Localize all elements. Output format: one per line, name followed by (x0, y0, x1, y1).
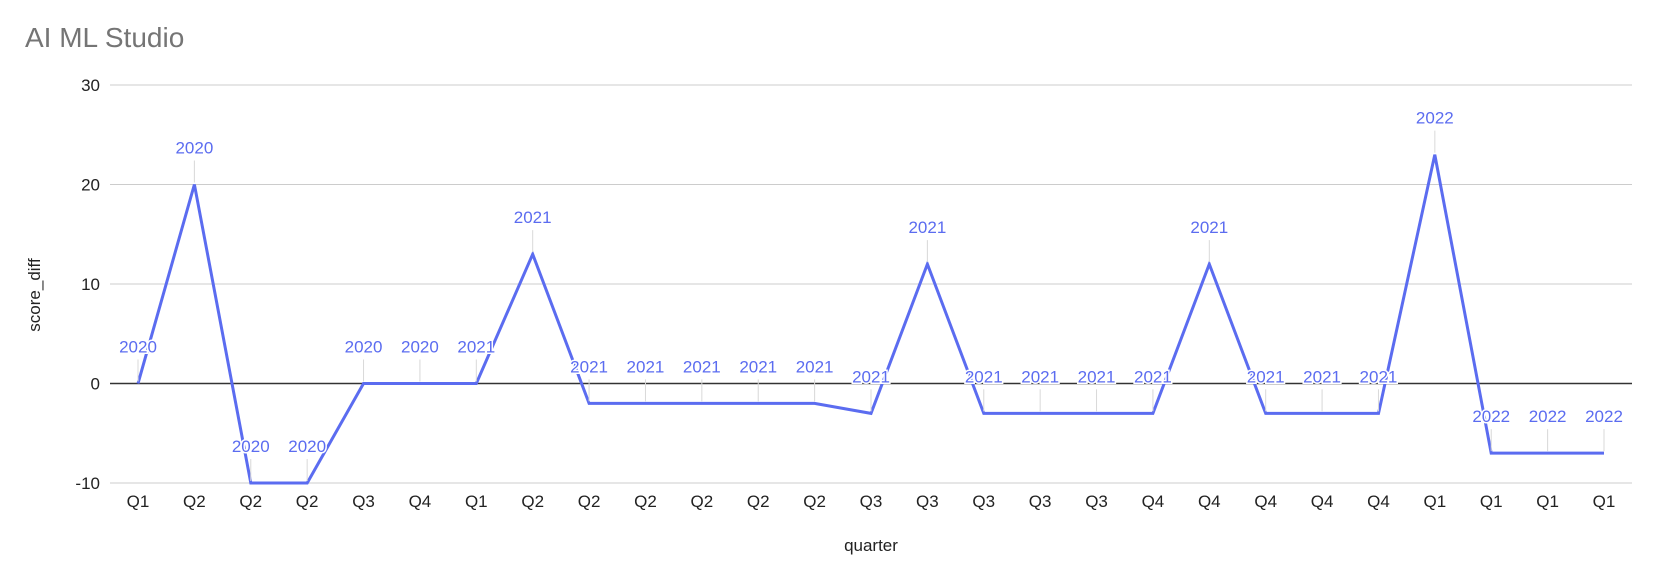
y-tick-label: 30 (81, 76, 100, 95)
x-tick-label: Q2 (239, 492, 262, 511)
data-label: 2020 (175, 139, 213, 158)
x-tick-label: Q1 (1536, 492, 1559, 511)
data-label: 2021 (852, 367, 890, 386)
x-tick-label: Q2 (578, 492, 601, 511)
x-tick-label: Q3 (860, 492, 883, 511)
data-label: 2021 (908, 218, 946, 237)
data-label: 2020 (401, 338, 439, 357)
data-label: 2022 (1585, 407, 1623, 426)
data-label: 2021 (1303, 367, 1341, 386)
chart-title: AI ML Studio (25, 22, 185, 53)
data-label: 2021 (457, 338, 495, 357)
data-label: 2021 (1360, 367, 1398, 386)
x-tick-label: Q2 (747, 492, 770, 511)
x-tick-label: Q3 (352, 492, 375, 511)
x-tick-label: Q1 (1424, 492, 1447, 511)
data-label: 2021 (1078, 367, 1116, 386)
x-tick-label: Q2 (296, 492, 319, 511)
x-tick-label: Q4 (1311, 492, 1334, 511)
x-tick-label: Q2 (634, 492, 657, 511)
data-label: 2020 (345, 338, 383, 357)
x-axis-title: quarter (844, 536, 898, 555)
x-tick-label: Q3 (1085, 492, 1108, 511)
x-tick-label: Q3 (916, 492, 939, 511)
data-label: 2021 (796, 357, 834, 376)
data-label: 2021 (1134, 367, 1172, 386)
data-label: 2021 (1021, 367, 1059, 386)
data-label: 2022 (1529, 407, 1567, 426)
data-labels: 2020 2020 2020 2020 2020 2020 2021 2021 2021 2021… (118, 107, 1624, 481)
y-tick-label: 20 (81, 176, 100, 195)
y-tick-label: -10 (75, 474, 100, 493)
y-axis-title: score_diff (25, 258, 44, 332)
x-tick-label: Q2 (803, 492, 826, 511)
data-label: 2020 (232, 437, 270, 456)
x-tick-label: Q2 (183, 492, 206, 511)
data-label: 2021 (570, 357, 608, 376)
x-tick-label: Q4 (409, 492, 432, 511)
data-label: 2021 (739, 357, 777, 376)
y-tick-label: 0 (91, 375, 100, 394)
data-label: 2020 (288, 437, 326, 456)
gridlines (110, 84, 1632, 484)
data-label: 2021 (1190, 218, 1228, 237)
x-tick-label: Q3 (1029, 492, 1052, 511)
x-axis: Q1 Q2 Q2 Q2 Q3 Q4 Q1 Q2 Q2 Q2 Q2 Q2 Q2 Q3 Q3 Q3 Q3 Q3 Q4 Q4… (127, 492, 1616, 511)
data-label: 2021 (965, 367, 1003, 386)
x-tick-label: Q4 (1254, 492, 1277, 511)
y-axis: -10 0 10 20 30 (75, 76, 100, 493)
data-label: 2021 (1247, 367, 1285, 386)
x-tick-label: Q4 (1198, 492, 1221, 511)
x-tick-label: Q1 (465, 492, 488, 511)
x-tick-label: Q4 (1142, 492, 1165, 511)
data-label: 2020 (119, 338, 157, 357)
x-tick-label: Q1 (1480, 492, 1503, 511)
y-tick-label: 10 (81, 275, 100, 294)
x-tick-label: Q1 (127, 492, 150, 511)
series-polyline (136, 154, 1604, 485)
data-label: 2022 (1416, 109, 1454, 128)
x-tick-label: Q2 (691, 492, 714, 511)
data-label: 2022 (1472, 407, 1510, 426)
x-tick-label: Q4 (1367, 492, 1390, 511)
data-label: 2021 (514, 208, 552, 227)
x-tick-label: Q3 (972, 492, 995, 511)
x-tick-label: Q2 (521, 492, 544, 511)
data-label: 2021 (683, 357, 721, 376)
x-tick-label: Q1 (1593, 492, 1616, 511)
data-label: 2021 (627, 357, 665, 376)
series-line (136, 154, 1604, 485)
